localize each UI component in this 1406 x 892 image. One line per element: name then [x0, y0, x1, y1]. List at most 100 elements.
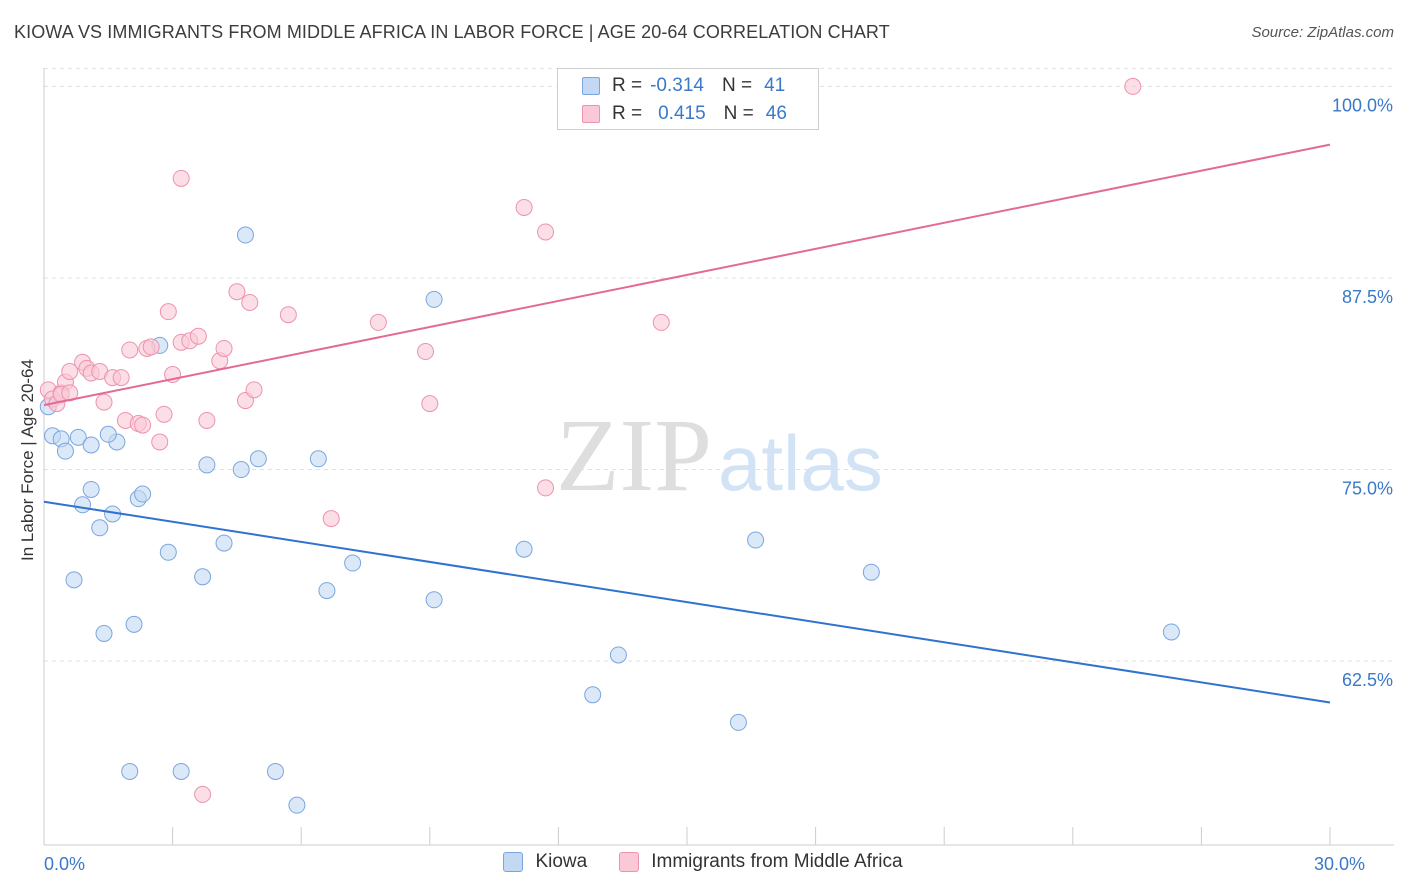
- n-label: N =: [723, 103, 754, 124]
- immigrants-point: [537, 479, 555, 497]
- r-label: R =: [612, 75, 643, 96]
- y-tick-label: 62.5%: [1342, 670, 1393, 690]
- immigrants-point: [228, 283, 246, 301]
- immigrants-point: [142, 338, 160, 356]
- kiowa-swatch: [582, 77, 600, 95]
- legend-item-kiowa: Kiowa: [503, 851, 587, 873]
- immigrants-point: [151, 433, 169, 451]
- kiowa-point: [344, 554, 362, 572]
- kiowa-point: [91, 519, 109, 537]
- n-label: N =: [721, 75, 753, 96]
- kiowa-point: [74, 496, 92, 514]
- kiowa-point: [198, 456, 216, 474]
- immigrants-point: [61, 362, 79, 380]
- stats-legend: R = -0.314 N = 41 R = 0.415 N = 46: [557, 68, 819, 130]
- immigrants-point: [515, 198, 533, 216]
- kiowa-point: [82, 480, 100, 498]
- immigrants-point: [172, 169, 190, 187]
- kiowa-point: [584, 686, 602, 704]
- kiowa-trend-line: [43, 500, 1331, 704]
- r-label: R =: [612, 103, 643, 124]
- watermark: ZIP atlas: [556, 398, 883, 513]
- x-tick-label: 30.0%: [1314, 854, 1365, 874]
- kiowa-point: [609, 646, 627, 664]
- y-tick-label: 100.0%: [1332, 95, 1393, 115]
- immigrants-point: [112, 369, 130, 387]
- n-value-kiowa: 41: [764, 75, 786, 96]
- immigrants-point: [215, 339, 233, 357]
- immigrants-point: [322, 510, 340, 528]
- kiowa-point: [232, 461, 250, 479]
- kiowa-point: [125, 615, 143, 633]
- series-legend: Kiowa Immigrants from Middle Africa: [0, 851, 1406, 873]
- immigrants-point: [537, 223, 555, 241]
- kiowa-point: [1162, 623, 1180, 641]
- immigrants-swatch: [582, 105, 600, 123]
- n-value-immigrants: 46: [765, 103, 787, 124]
- immigrants-point: [421, 395, 439, 413]
- kiowa-point: [729, 713, 747, 731]
- immigrants-point: [155, 405, 173, 423]
- r-value-immigrants: 0.415: [658, 103, 706, 124]
- watermark-atlas: atlas: [718, 419, 883, 507]
- immigrants-point: [652, 313, 670, 331]
- r-value-kiowa: -0.314: [650, 75, 704, 96]
- kiowa-point: [95, 625, 113, 643]
- kiowa-point: [69, 428, 87, 446]
- kiowa-point: [134, 485, 152, 503]
- kiowa-point: [309, 450, 327, 468]
- kiowa-point: [121, 762, 139, 780]
- chart-title: KIOWA VS IMMIGRANTS FROM MIDDLE AFRICA I…: [14, 22, 890, 42]
- immigrants-point: [1124, 77, 1142, 95]
- immigrants-point: [189, 327, 207, 345]
- kiowa-point: [425, 591, 443, 609]
- axes: [43, 68, 1394, 846]
- immigrants-trend-line: [43, 143, 1331, 407]
- kiowa-point: [194, 568, 212, 586]
- stats-row-immigrants: R = 0.415 N = 46: [582, 102, 787, 126]
- immigrants-point: [194, 785, 212, 803]
- kiowa-point: [82, 436, 100, 454]
- y-tick-label: 87.5%: [1342, 287, 1393, 307]
- kiowa-point: [172, 762, 190, 780]
- kiowa-point: [266, 762, 284, 780]
- kiowa-point: [56, 442, 74, 460]
- tick-labels: 62.5% 75.0% 87.5% 100.0% 0.0% 30.0%: [44, 95, 1393, 874]
- immigrants-point: [245, 381, 263, 399]
- kiowa-point: [862, 563, 880, 581]
- kiowa-point: [236, 226, 254, 244]
- source-label: Source: ZipAtlas.com: [1251, 24, 1394, 41]
- immigrants-point: [95, 393, 113, 411]
- kiowa-point: [249, 450, 267, 468]
- x-tick-label: 0.0%: [44, 854, 85, 874]
- kiowa-legend-swatch: [503, 852, 524, 872]
- immigrants-points: [39, 77, 1142, 803]
- legend-label-immigrants: Immigrants from Middle Africa: [651, 851, 903, 872]
- kiowa-point: [288, 796, 306, 814]
- watermark-zip: ZIP: [556, 398, 712, 513]
- kiowa-point: [318, 582, 336, 600]
- legend-item-immigrants: Immigrants from Middle Africa: [619, 851, 903, 873]
- immigrants-point: [417, 343, 435, 361]
- immigrants-point: [279, 306, 297, 324]
- immigrants-point: [121, 341, 139, 359]
- immigrants-point: [134, 416, 152, 434]
- immigrants-point: [369, 313, 387, 331]
- immigrants-legend-swatch: [619, 852, 640, 872]
- trend-lines: [43, 143, 1331, 704]
- y-tick-label: 75.0%: [1342, 479, 1393, 499]
- kiowa-point: [747, 531, 765, 549]
- kiowa-point: [65, 571, 83, 589]
- kiowa-point: [159, 543, 177, 561]
- immigrants-point: [159, 303, 177, 321]
- kiowa-points: [39, 226, 1180, 814]
- kiowa-point: [515, 540, 533, 558]
- immigrants-point: [241, 293, 259, 311]
- immigrants-point: [198, 411, 216, 429]
- kiowa-point: [425, 290, 443, 308]
- stats-row-kiowa: R = -0.314 N = 41: [582, 74, 785, 98]
- kiowa-point: [99, 425, 117, 443]
- kiowa-point: [215, 534, 233, 552]
- legend-label-kiowa: Kiowa: [535, 851, 588, 872]
